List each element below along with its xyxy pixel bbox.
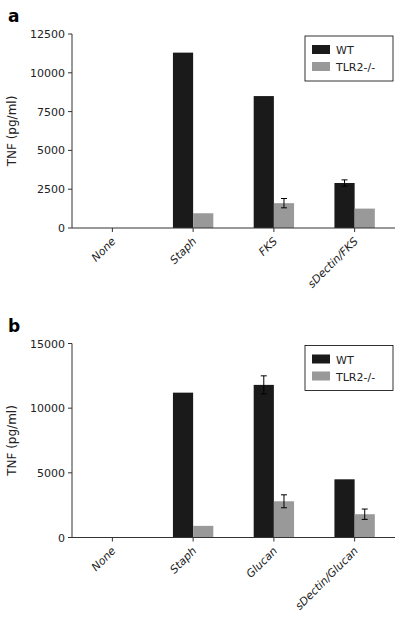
legend-frame bbox=[305, 36, 393, 81]
y-tick bbox=[68, 111, 72, 112]
y-tick bbox=[68, 537, 72, 538]
legend-swatch bbox=[312, 372, 330, 381]
error-cap bbox=[281, 198, 287, 199]
panel: a 0 2500 5000 7500 10000 12500 None Staph FKS sDec… bbox=[5, 6, 395, 291]
bar bbox=[254, 96, 274, 228]
error-bar bbox=[281, 495, 287, 508]
error-cap bbox=[281, 507, 287, 508]
plot-area bbox=[173, 376, 375, 538]
error-bar bbox=[362, 509, 368, 519]
x-tick-label: None bbox=[89, 235, 119, 265]
error-cap bbox=[342, 179, 348, 180]
bar bbox=[193, 526, 213, 538]
bar bbox=[334, 183, 354, 228]
legend-frame bbox=[305, 346, 393, 391]
x-tick-label: Staph bbox=[167, 235, 199, 267]
x-tick bbox=[273, 538, 274, 542]
y-tick-label: 10000 bbox=[30, 67, 65, 80]
x-axis bbox=[72, 537, 395, 538]
error-cap bbox=[362, 519, 368, 520]
error-cap bbox=[261, 393, 267, 394]
y-tick bbox=[68, 343, 72, 344]
error-line bbox=[364, 509, 365, 519]
x-tick bbox=[193, 538, 194, 542]
error-line bbox=[283, 199, 284, 208]
error-line bbox=[344, 180, 345, 186]
y-tick-label: 2500 bbox=[37, 183, 65, 196]
legend-label: TLR2-/- bbox=[335, 371, 375, 384]
x-tick bbox=[112, 538, 113, 542]
error-line bbox=[283, 495, 284, 508]
y-tick-label: 7500 bbox=[37, 106, 65, 119]
panel-label: a bbox=[8, 6, 19, 26]
error-bar bbox=[261, 376, 267, 394]
x-tick-label: sDectin/FKS bbox=[305, 235, 361, 291]
x-tick-label: Glucan bbox=[244, 544, 280, 580]
panel-label: b bbox=[8, 316, 20, 336]
legend: WT TLR2-/- bbox=[305, 36, 393, 81]
y-axis-label: TNF (pg/ml) bbox=[5, 405, 19, 477]
legend-label: TLR2-/- bbox=[335, 61, 375, 74]
bar bbox=[193, 213, 213, 228]
error-line bbox=[263, 376, 264, 394]
y-tick-label: 15000 bbox=[30, 338, 65, 351]
x-axis bbox=[72, 228, 395, 229]
x-tick-label: None bbox=[89, 544, 119, 574]
error-bar bbox=[342, 180, 348, 186]
x-tick-label: FKS bbox=[256, 235, 280, 259]
y-tick-label: 5000 bbox=[37, 467, 65, 480]
legend-label: WT bbox=[336, 354, 354, 367]
background bbox=[0, 0, 409, 619]
y-tick bbox=[68, 189, 72, 190]
error-cap bbox=[362, 509, 368, 510]
bar bbox=[355, 209, 375, 228]
x-tick-label: sDectin/Glucan bbox=[293, 544, 361, 612]
y-tick-label: 5000 bbox=[37, 144, 65, 157]
legend: WT TLR2-/- bbox=[305, 346, 393, 391]
x-tick bbox=[273, 228, 274, 232]
y-tick bbox=[68, 228, 72, 229]
y-axis-label: TNF (pg/ml) bbox=[5, 96, 19, 168]
error-cap bbox=[261, 375, 267, 376]
x-tick bbox=[112, 228, 113, 232]
bar bbox=[173, 393, 193, 538]
y-tick bbox=[68, 72, 72, 73]
x-tick bbox=[354, 228, 355, 232]
bar bbox=[334, 479, 354, 537]
y-axis bbox=[72, 34, 73, 228]
y-tick-label: 0 bbox=[58, 222, 65, 235]
legend-swatch bbox=[312, 45, 330, 54]
legend-label: WT bbox=[336, 44, 354, 57]
legend-swatch bbox=[312, 62, 330, 71]
figure: a 0 2500 5000 7500 10000 12500 None Staph FKS sDec… bbox=[0, 0, 409, 619]
bar bbox=[173, 53, 193, 228]
y-axis bbox=[72, 344, 73, 538]
legend-swatch bbox=[312, 355, 330, 364]
bar bbox=[254, 385, 274, 538]
y-tick-label: 10000 bbox=[30, 402, 65, 415]
error-bar bbox=[281, 199, 287, 208]
y-tick-label: 12500 bbox=[30, 28, 65, 41]
x-tick bbox=[193, 228, 194, 232]
x-tick bbox=[354, 538, 355, 542]
y-tick bbox=[68, 408, 72, 409]
y-tick bbox=[68, 34, 72, 35]
x-tick-label: Staph bbox=[167, 544, 199, 576]
error-cap bbox=[342, 186, 348, 187]
error-cap bbox=[281, 494, 287, 495]
y-tick-label: 0 bbox=[58, 532, 65, 545]
panel: b 0 5000 10000 15000 None Staph Glucan sDectin/G… bbox=[5, 316, 395, 613]
y-tick bbox=[68, 150, 72, 151]
y-tick bbox=[68, 472, 72, 473]
error-cap bbox=[281, 207, 287, 208]
